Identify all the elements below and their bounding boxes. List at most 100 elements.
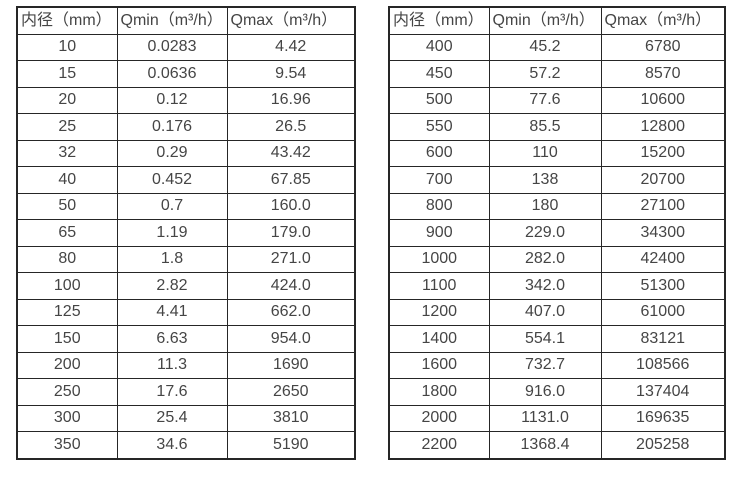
table-cell: 554.1 — [488, 325, 602, 353]
column-header: Qmax（m³/h） — [226, 6, 356, 35]
table-cell: 0.452 — [116, 166, 228, 194]
table-row: 1400 554.1 83121 — [388, 325, 726, 353]
table-cell: 700 — [388, 166, 490, 194]
table-row: 450 57.2 8570 — [388, 60, 726, 88]
table-cell: 1368.4 — [488, 431, 602, 459]
table-cell: 6.63 — [116, 325, 228, 353]
table-cell: 11.3 — [116, 351, 228, 379]
table-cell: 16.96 — [226, 86, 356, 114]
table-cell: 77.6 — [488, 86, 602, 114]
table-cell: 50 — [16, 192, 118, 220]
table-cell: 3810 — [226, 404, 356, 432]
column-header: Qmax（m³/h） — [600, 6, 726, 35]
table-cell: 51300 — [600, 272, 726, 300]
table-row: 65 1.19 179.0 — [16, 219, 356, 247]
table-cell: 8570 — [600, 60, 726, 88]
table-cell: 407.0 — [488, 298, 602, 326]
table-cell: 229.0 — [488, 219, 602, 247]
table-cell: 180 — [488, 192, 602, 220]
table-cell: 83121 — [600, 325, 726, 353]
table-cell: 20700 — [600, 166, 726, 194]
table-cell: 500 — [388, 86, 490, 114]
table-cell: 169635 — [600, 404, 726, 432]
table-cell: 27100 — [600, 192, 726, 220]
table-row: 350 34.6 5190 — [16, 431, 356, 459]
table-cell: 61000 — [600, 298, 726, 326]
table-cell: 0.0283 — [116, 33, 228, 61]
table-cell: 110 — [488, 139, 602, 167]
table-row: 700 138 20700 — [388, 166, 726, 194]
table-cell: 200 — [16, 351, 118, 379]
table-cell: 6780 — [600, 33, 726, 61]
flow-rate-tables-page: 内径（mm） Qmin（m³/h） Qmax（m³/h） 10 0.0283 4.42 1… — [16, 6, 726, 460]
table-cell: 1.19 — [116, 219, 228, 247]
table-row: 1100 342.0 51300 — [388, 272, 726, 300]
table-body: 10 0.0283 4.42 15 0.0636 9.54 20 0.12 16.96 25 0.1… — [16, 33, 356, 459]
table-cell: 1800 — [388, 378, 490, 406]
table-row: 500 77.6 10600 — [388, 86, 726, 114]
table-cell: 125 — [16, 298, 118, 326]
table-cell: 137404 — [600, 378, 726, 406]
table-row: 2000 1131.0 169635 — [388, 404, 726, 432]
column-header: Qmin（m³/h） — [488, 6, 602, 35]
table-row: 300 25.4 3810 — [16, 404, 356, 432]
table-row: 400 45.2 6780 — [388, 33, 726, 61]
table-cell: 150 — [16, 325, 118, 353]
table-cell: 350 — [16, 431, 118, 459]
table-cell: 42400 — [600, 245, 726, 273]
table-row: 800 180 27100 — [388, 192, 726, 220]
table-cell: 34.6 — [116, 431, 228, 459]
table-cell: 550 — [388, 113, 490, 141]
table-cell: 32 — [16, 139, 118, 167]
table-row: 600 110 15200 — [388, 139, 726, 167]
table-cell: 271.0 — [226, 245, 356, 273]
table-cell: 12800 — [600, 113, 726, 141]
table-row: 1600 732.7 108566 — [388, 351, 726, 379]
table-row: 80 1.8 271.0 — [16, 245, 356, 273]
table-cell: 179.0 — [226, 219, 356, 247]
table-cell: 160.0 — [226, 192, 356, 220]
column-header: Qmin（m³/h） — [116, 6, 228, 35]
table-cell: 600 — [388, 139, 490, 167]
table-cell: 108566 — [600, 351, 726, 379]
table-cell: 138 — [488, 166, 602, 194]
table-cell: 15 — [16, 60, 118, 88]
table-cell: 85.5 — [488, 113, 602, 141]
header-row: 内径（mm） Qmin（m³/h） Qmax（m³/h） — [388, 6, 726, 35]
table-row: 1200 407.0 61000 — [388, 298, 726, 326]
table-cell: 10 — [16, 33, 118, 61]
table-cell: 0.29 — [116, 139, 228, 167]
table-cell: 1100 — [388, 272, 490, 300]
table-cell: 400 — [388, 33, 490, 61]
table-cell: 205258 — [600, 431, 726, 459]
table-cell: 282.0 — [488, 245, 602, 273]
table-row: 10 0.0283 4.42 — [16, 33, 356, 61]
table-cell: 26.5 — [226, 113, 356, 141]
table-cell: 17.6 — [116, 378, 228, 406]
table-cell: 1690 — [226, 351, 356, 379]
header-row: 内径（mm） Qmin（m³/h） Qmax（m³/h） — [16, 6, 356, 35]
table-row: 50 0.7 160.0 — [16, 192, 356, 220]
table-row: 1800 916.0 137404 — [388, 378, 726, 406]
table-cell: 916.0 — [488, 378, 602, 406]
flow-rate-table-small-diameters: 内径（mm） Qmin（m³/h） Qmax（m³/h） 10 0.0283 4.42 1… — [16, 6, 356, 460]
table-row: 900 229.0 34300 — [388, 219, 726, 247]
table-cell: 57.2 — [488, 60, 602, 88]
table-cell: 0.0636 — [116, 60, 228, 88]
table-row: 25 0.176 26.5 — [16, 113, 356, 141]
table-row: 250 17.6 2650 — [16, 378, 356, 406]
table-cell: 2650 — [226, 378, 356, 406]
table-cell: 4.41 — [116, 298, 228, 326]
table-cell: 40 — [16, 166, 118, 194]
table-row: 100 2.82 424.0 — [16, 272, 356, 300]
table-cell: 342.0 — [488, 272, 602, 300]
table-cell: 250 — [16, 378, 118, 406]
table-cell: 25.4 — [116, 404, 228, 432]
table-row: 200 11.3 1690 — [16, 351, 356, 379]
table-cell: 67.85 — [226, 166, 356, 194]
table-cell: 2.82 — [116, 272, 228, 300]
table-cell: 800 — [388, 192, 490, 220]
table-cell: 100 — [16, 272, 118, 300]
table-cell: 0.7 — [116, 192, 228, 220]
table-cell: 1400 — [388, 325, 490, 353]
